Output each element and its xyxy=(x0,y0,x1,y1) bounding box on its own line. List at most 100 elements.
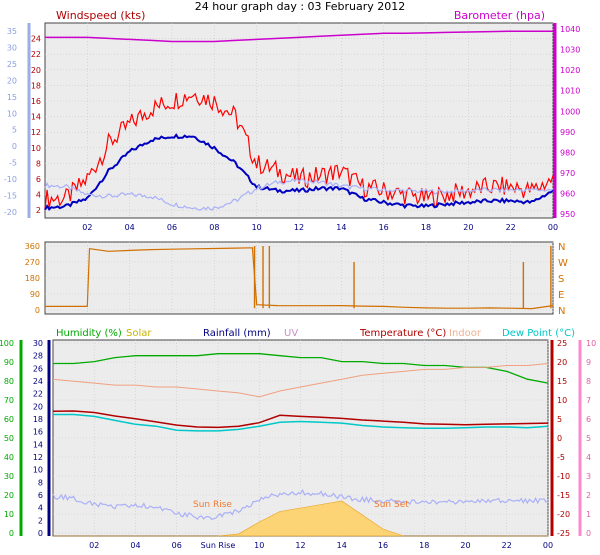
gust-line xyxy=(44,92,554,209)
legend-entry: Temperature (°C) xyxy=(359,328,446,339)
wind-y-ticks: 24 22 20 18 16 14 12 10 8 6 4 2 35 30 25 20 15 10 5 0 -5 -10 -… xyxy=(4,25,580,219)
direction-compass-label: E xyxy=(558,290,564,301)
wind-x-tick-label: 22 xyxy=(506,223,516,232)
humidity-tick-label: 100 xyxy=(0,339,14,348)
wind-tick-label: 12 xyxy=(31,128,41,137)
rainfall-tick-label: 2 xyxy=(38,516,43,525)
rainfall-tick-label: 0 xyxy=(38,529,43,538)
direction-line xyxy=(45,247,554,310)
windspeed-label: Windspeed (kts) xyxy=(56,9,145,22)
wind-outer-tick-label: 35 xyxy=(7,27,17,36)
temperature-x-tick-label: 22 xyxy=(502,541,512,550)
rainfall-tick-label: 8 xyxy=(38,478,43,487)
uv-tick-label: 5 xyxy=(586,434,591,443)
wind-tick-label: 16 xyxy=(31,97,41,106)
temperature-line xyxy=(52,410,549,429)
barometer-tick-label: 950 xyxy=(560,210,575,219)
rainfall-tick-label: 4 xyxy=(38,504,43,513)
temperature-legend: Humidity (%) Solar Rainfall (mm) UV Temperat… xyxy=(56,328,575,339)
direction-tick-label: 0 xyxy=(35,306,40,315)
wind-outer-tick-label: -10 xyxy=(4,175,17,184)
temperature-tick-label: 10 xyxy=(557,396,567,405)
wind-tick-label: 14 xyxy=(31,113,41,122)
humidity-tick-label: 20 xyxy=(4,491,14,500)
temperature-tick-label: -25 xyxy=(557,529,570,538)
legend-entry: UV xyxy=(284,328,298,339)
uv-tick-label: 0 xyxy=(586,529,591,538)
wind-x-ticks: 02 04 06 08 10 12 14 16 18 20 22 00 xyxy=(82,223,558,232)
temperature-tick-label: 25 xyxy=(557,339,567,348)
wind-x-tick-label: 14 xyxy=(336,223,346,232)
uv-tick-label: 6 xyxy=(586,415,591,424)
humidity-tick-label: 90 xyxy=(4,358,14,367)
barometer-tick-label: 1000 xyxy=(560,107,580,116)
legend-entry: Solar xyxy=(126,328,152,339)
wind-x-tick-label: 02 xyxy=(82,223,92,232)
wind-outer-tick-label: 10 xyxy=(7,109,17,118)
temperature-x-tick-label: Sun Rise xyxy=(201,541,236,550)
humidity-tick-label: 50 xyxy=(4,434,14,443)
barometer-tick-label: 1020 xyxy=(560,66,580,75)
wind-tick-label: 24 xyxy=(31,35,41,44)
page-title: 24 hour graph day : 03 February 2012 xyxy=(195,0,406,13)
uv-tick-label: 7 xyxy=(586,396,591,405)
direction-tick-label: 270 xyxy=(25,258,40,267)
uv-tick-label: 8 xyxy=(586,377,591,386)
wind-outer-tick-label: 25 xyxy=(7,60,17,69)
wind-outer-tick-label: 15 xyxy=(7,93,17,102)
wind-tick-label: 20 xyxy=(31,66,41,75)
temperature-x-tick-label: 02 xyxy=(89,541,99,550)
temperature-x-tick-label: 00 xyxy=(543,541,553,550)
wind-tick-label: 10 xyxy=(31,144,41,153)
humidity-tick-label: 60 xyxy=(4,415,14,424)
rainfall-tick-label: 24 xyxy=(33,377,43,386)
wind-outer-tick-label: 20 xyxy=(7,76,17,85)
uv-tick-label: 1 xyxy=(586,510,591,519)
temperature-y-ticks: 1009080706050403020100302826242220181614… xyxy=(0,339,596,538)
wind-panel: Windspeed (kts) Barometer (hpa) 24 22 20 18… xyxy=(4,9,580,232)
temperature-tick-label: 5 xyxy=(557,415,562,424)
temperature-series xyxy=(52,353,549,537)
barometer-tick-label: 1010 xyxy=(560,87,580,96)
rainfall-tick-label: 14 xyxy=(33,440,43,449)
direction-compass-label: W xyxy=(558,258,568,269)
wind-tick-label: 22 xyxy=(31,50,41,59)
rainfall-tick-label: 10 xyxy=(33,466,43,475)
uv-tick-label: 10 xyxy=(586,339,596,348)
barometer-tick-label: 990 xyxy=(560,128,575,137)
humidity-tick-label: 70 xyxy=(4,396,14,405)
humidity-tick-label: 40 xyxy=(4,453,14,462)
direction-tick-label: 180 xyxy=(25,274,40,283)
humidity-tick-label: 30 xyxy=(4,472,14,481)
rainfall-tick-label: 20 xyxy=(33,402,43,411)
wind-outer-tick-label: 0 xyxy=(12,142,17,151)
wind-series xyxy=(44,30,554,211)
rainfall-tick-label: 28 xyxy=(33,352,43,361)
legend-entry: Rainfall (mm) xyxy=(203,328,271,339)
temperature-tick-label: 20 xyxy=(557,358,567,367)
barometer-tick-label: 1040 xyxy=(560,25,580,34)
rainfall-tick-label: 22 xyxy=(33,390,43,399)
wind-tick-label: 18 xyxy=(31,81,41,90)
temperature-tick-label: 15 xyxy=(557,377,567,386)
temperature-x-tick-label: 20 xyxy=(460,541,470,550)
temperature-tick-label: -20 xyxy=(557,510,570,519)
wind-outer-tick-label: -15 xyxy=(4,192,17,201)
barometer-tick-label: 960 xyxy=(560,189,575,198)
temperature-x-tick-label: 06 xyxy=(172,541,182,550)
direction-compass-label: S xyxy=(558,274,564,285)
wind-x-tick-label: 10 xyxy=(252,223,262,232)
temperature-tick-label: -10 xyxy=(557,472,570,481)
uv-tick-label: 4 xyxy=(586,453,591,462)
rainfall-tick-label: 26 xyxy=(33,364,43,373)
wind-x-tick-label: 06 xyxy=(167,223,177,232)
barometer-label: Barometer (hpa) xyxy=(454,9,545,22)
barometer-tick-label: 970 xyxy=(560,169,575,178)
rainfall-tick-label: 30 xyxy=(33,339,43,348)
dew_point-line xyxy=(53,413,549,432)
wind-outer-tick-label: -20 xyxy=(4,208,17,217)
sun-rise-annotation: Sun Rise xyxy=(193,500,232,510)
